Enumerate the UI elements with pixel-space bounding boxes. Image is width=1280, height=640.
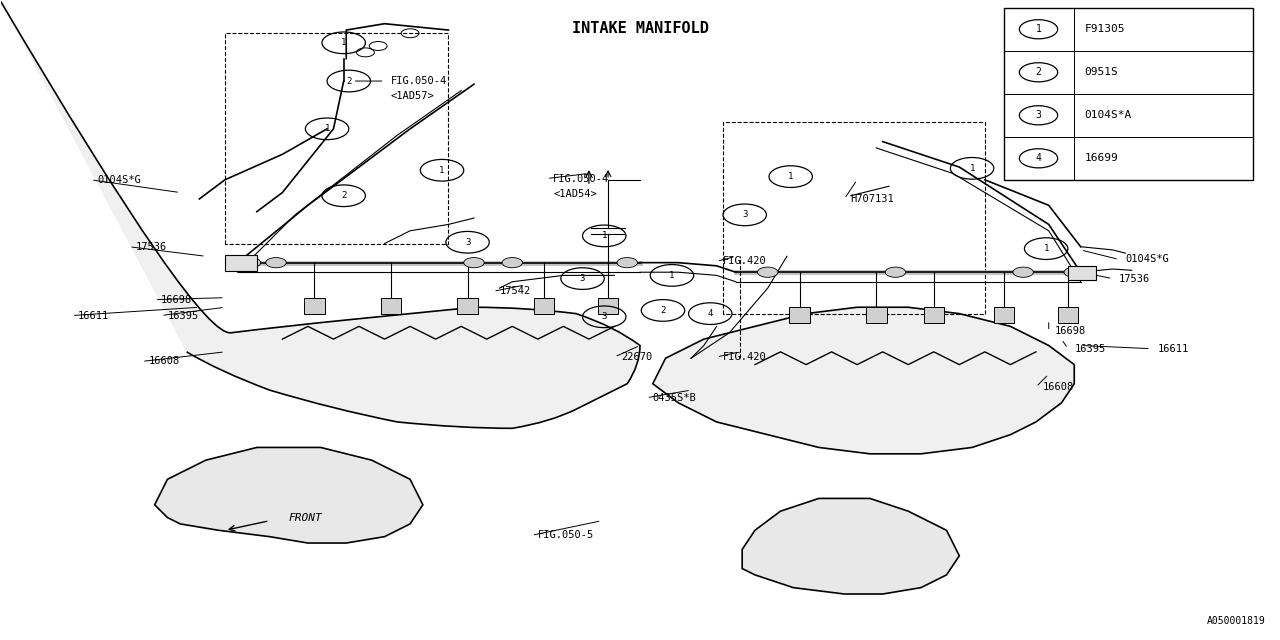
Text: 16698: 16698 xyxy=(161,294,192,305)
Text: 0435S*B: 0435S*B xyxy=(653,393,696,403)
Text: FRONT: FRONT xyxy=(289,513,323,522)
Text: 3: 3 xyxy=(602,312,607,321)
Bar xyxy=(924,307,943,323)
Text: 0104S*G: 0104S*G xyxy=(1125,255,1169,264)
Circle shape xyxy=(886,267,906,277)
Text: <1AD54>: <1AD54> xyxy=(553,189,596,199)
Text: 0104S*A: 0104S*A xyxy=(1084,110,1132,120)
Text: 16608: 16608 xyxy=(1042,382,1074,392)
Text: 0951S: 0951S xyxy=(1084,67,1119,77)
Text: 17542: 17542 xyxy=(499,286,531,296)
Text: 3: 3 xyxy=(465,237,470,247)
Circle shape xyxy=(502,257,522,268)
Text: 16608: 16608 xyxy=(148,356,179,367)
Circle shape xyxy=(617,257,637,268)
Circle shape xyxy=(1012,267,1033,277)
PathPatch shape xyxy=(653,307,1074,454)
Bar xyxy=(993,307,1014,323)
Circle shape xyxy=(266,257,287,268)
Text: 16611: 16611 xyxy=(78,310,109,321)
Text: FIG.050-4: FIG.050-4 xyxy=(390,76,447,86)
Text: 1: 1 xyxy=(1043,244,1048,253)
Text: 16699: 16699 xyxy=(1084,154,1119,163)
PathPatch shape xyxy=(742,499,959,594)
PathPatch shape xyxy=(155,447,422,543)
Text: 16395: 16395 xyxy=(168,310,198,321)
Text: 0104S*G: 0104S*G xyxy=(97,175,141,185)
Text: 1: 1 xyxy=(439,166,444,175)
Text: 3: 3 xyxy=(742,211,748,220)
Bar xyxy=(534,298,554,314)
Bar xyxy=(305,298,325,314)
Text: <1AD57>: <1AD57> xyxy=(390,92,435,101)
Circle shape xyxy=(1064,267,1084,277)
Text: FIG.420: FIG.420 xyxy=(723,257,767,266)
Bar xyxy=(1068,266,1096,280)
Text: 17536: 17536 xyxy=(1119,273,1151,284)
Bar xyxy=(867,307,887,323)
Text: 16395: 16395 xyxy=(1074,344,1106,354)
Bar xyxy=(1057,307,1078,323)
Text: 2: 2 xyxy=(340,191,347,200)
Text: A050001819: A050001819 xyxy=(1207,616,1266,626)
Bar xyxy=(225,255,257,271)
Text: 22670: 22670 xyxy=(621,352,652,362)
Bar xyxy=(598,298,618,314)
Text: INTAKE MANIFOLD: INTAKE MANIFOLD xyxy=(572,20,708,35)
Circle shape xyxy=(758,267,778,277)
Text: 1: 1 xyxy=(602,232,607,241)
Bar xyxy=(790,307,810,323)
Text: 1: 1 xyxy=(788,172,794,181)
Circle shape xyxy=(241,257,261,268)
Text: FIG.420: FIG.420 xyxy=(723,352,767,362)
Bar xyxy=(457,298,477,314)
Text: 3: 3 xyxy=(580,274,585,283)
Text: FIG.050-4: FIG.050-4 xyxy=(553,173,609,184)
PathPatch shape xyxy=(187,307,640,428)
Text: 2: 2 xyxy=(346,77,352,86)
Text: F91305: F91305 xyxy=(1084,24,1125,35)
Text: H707131: H707131 xyxy=(851,194,895,204)
Text: 1: 1 xyxy=(1036,24,1042,35)
Text: 4: 4 xyxy=(708,309,713,318)
Text: 1: 1 xyxy=(324,124,330,133)
Circle shape xyxy=(463,257,484,268)
Text: 4: 4 xyxy=(1036,154,1042,163)
Text: 17536: 17536 xyxy=(136,242,166,252)
Text: 16698: 16698 xyxy=(1055,326,1087,337)
Text: 2: 2 xyxy=(660,306,666,315)
Text: 1: 1 xyxy=(340,38,347,47)
Text: 2: 2 xyxy=(1036,67,1042,77)
Text: 16611: 16611 xyxy=(1157,344,1189,354)
Text: 1: 1 xyxy=(969,164,975,173)
Text: 1: 1 xyxy=(669,271,675,280)
Bar xyxy=(1004,8,1253,180)
Text: FIG.050-5: FIG.050-5 xyxy=(538,531,594,540)
Bar xyxy=(380,298,401,314)
Text: 3: 3 xyxy=(1036,110,1042,120)
